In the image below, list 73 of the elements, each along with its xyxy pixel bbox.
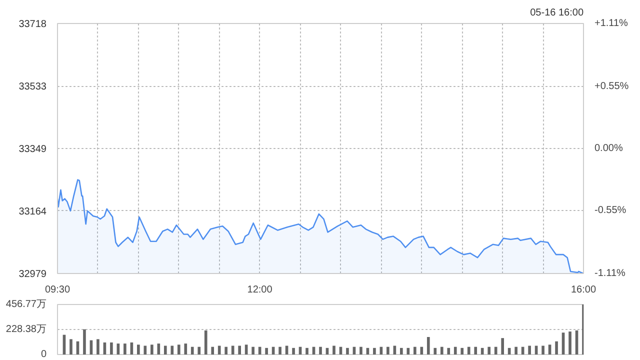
bar [494, 346, 498, 354]
bar [198, 346, 201, 354]
y-tick-label: 0 [40, 349, 47, 360]
bar [346, 348, 349, 354]
bar [190, 346, 194, 354]
bar [70, 339, 72, 354]
bar [252, 346, 254, 354]
bar [292, 348, 295, 354]
bar [144, 346, 147, 354]
bar [440, 346, 444, 354]
bar [514, 346, 518, 354]
bar [568, 332, 572, 354]
y-tick-label: 228.38万 [6, 324, 47, 335]
bar [278, 346, 282, 354]
bar [555, 341, 558, 354]
bar [164, 346, 167, 354]
bar [460, 348, 464, 354]
x-tick-label: 09:30 [44, 284, 70, 296]
bar [285, 346, 288, 354]
bar [319, 346, 322, 354]
bar [360, 346, 362, 354]
bar [474, 346, 478, 354]
bar [488, 346, 491, 354]
y2-tick-label: -0.55% [594, 204, 626, 216]
bar [177, 344, 180, 354]
bar [184, 344, 188, 354]
bar [467, 346, 470, 354]
y2-tick-label: +1.11% [594, 18, 628, 29]
y-tick-label: 33718 [18, 19, 47, 30]
y-tick-label: 33349 [18, 144, 47, 155]
bar [306, 348, 308, 354]
bar [447, 348, 450, 354]
y-tick-label: 32979 [18, 269, 47, 280]
bar [238, 346, 241, 354]
bar [137, 344, 140, 354]
bar [400, 348, 403, 354]
bar [150, 344, 154, 354]
bar [96, 339, 100, 354]
y2-tick-label: +0.55% [594, 81, 629, 92]
bar [211, 346, 214, 354]
x-tick-label: 16:00 [570, 284, 596, 296]
bar [542, 346, 544, 354]
y-tick-label: 33164 [18, 206, 47, 218]
y2-tick-label: -1.11% [594, 268, 626, 279]
bar [413, 346, 416, 354]
bar [157, 344, 160, 354]
bar [454, 346, 457, 354]
bar [110, 342, 113, 354]
bar [528, 346, 531, 354]
bar [420, 346, 424, 354]
text: 05-16 16:00 [530, 8, 584, 18]
bar [406, 348, 410, 354]
bar [480, 348, 484, 354]
bar [426, 336, 430, 354]
bar [434, 348, 437, 354]
bar [231, 346, 234, 354]
y2-tick-label: 0.00% [594, 143, 623, 154]
bar [373, 348, 376, 354]
bar [534, 346, 538, 354]
bar [83, 329, 86, 354]
bar [332, 346, 336, 354]
bar [218, 346, 221, 354]
bar [124, 344, 126, 354]
bar [224, 346, 228, 354]
y-tick-label: 33533 [18, 82, 47, 93]
y-tick-label: 456.77万 [6, 299, 47, 310]
bar [386, 346, 390, 354]
bar [170, 346, 174, 354]
bar [265, 348, 268, 354]
bar [501, 338, 504, 354]
bar [204, 330, 208, 354]
x-tick-label: 12:00 [247, 284, 273, 296]
bar [393, 346, 396, 354]
